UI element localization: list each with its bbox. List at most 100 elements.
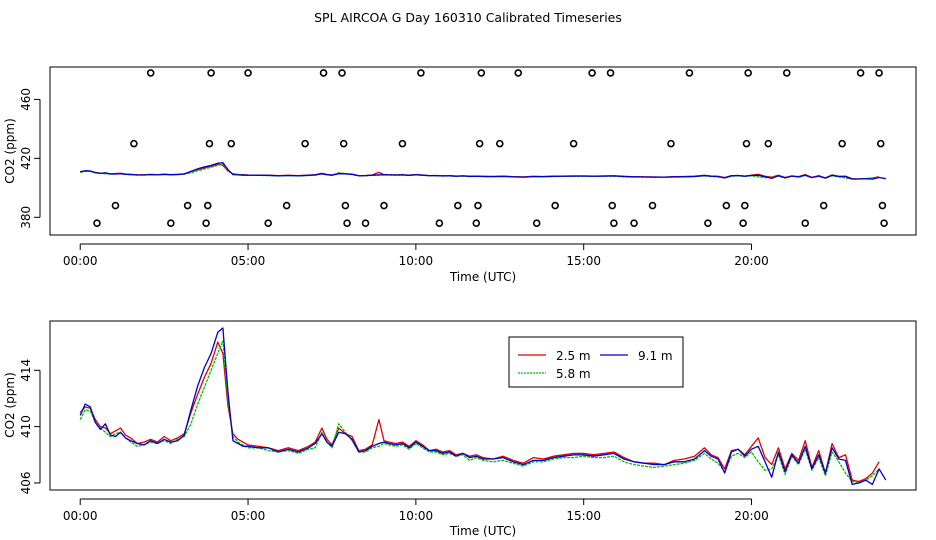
x-tick-label: 05:00 (231, 254, 266, 268)
legend-box (508, 336, 684, 388)
calibration-point (742, 139, 751, 148)
calibration-point (343, 219, 351, 228)
bottom-y-axis-label: CO2 (ppm) (3, 372, 17, 438)
calibration-point (227, 139, 236, 148)
calibration-point (667, 139, 675, 148)
calibration-point (264, 219, 272, 228)
calibration-point (569, 139, 578, 148)
calibration-point (532, 219, 541, 228)
calibration-point (704, 219, 712, 228)
calibration-point (875, 69, 883, 77)
x-tick-label: 00:00 (63, 254, 98, 268)
calibration-point (454, 201, 462, 210)
calibration-point (361, 219, 370, 228)
legend-label-5-8m: 5.8 m (556, 367, 591, 381)
calibration-point (764, 139, 773, 148)
top-x-axis-label: Time (UTC) (449, 270, 516, 284)
calibration-point (205, 139, 214, 148)
calibration-point (551, 201, 559, 210)
overview-series-9-1-m (80, 162, 886, 180)
calibration-point (146, 69, 155, 77)
y-tick-label: 414 (19, 359, 33, 382)
calibration-point (685, 69, 694, 77)
y-tick-label: 420 (19, 147, 33, 170)
calibration-point (380, 201, 388, 210)
calibration-point (606, 69, 615, 77)
x-tick-label: 20:00 (734, 254, 769, 268)
calibration-point (338, 69, 346, 77)
calibration-point (819, 201, 828, 210)
calibration-point (722, 201, 731, 210)
calibration-point (319, 69, 328, 77)
x-tick-label: 00:00 (63, 509, 98, 523)
calibration-point (398, 139, 407, 148)
calibration-point (282, 201, 291, 210)
bottom-plot-frame (49, 320, 917, 491)
calibration-point (435, 219, 444, 228)
y-tick-label: 460 (19, 88, 33, 111)
calibration-point (648, 201, 657, 210)
calibration-point (739, 219, 747, 228)
legend-label-9-1m: 9.1 m (638, 349, 673, 363)
calibration-point (838, 139, 846, 148)
top-plot-frame (49, 66, 917, 236)
x-tick-label: 05:00 (231, 509, 266, 523)
calibration-point (130, 139, 138, 148)
calibration-point (744, 69, 752, 77)
top-plot-marks (80, 69, 888, 228)
calibration-point (93, 219, 101, 228)
calibration-point (183, 201, 192, 210)
calibration-point (475, 139, 484, 148)
calibration-point (111, 201, 120, 210)
calibration-point (339, 139, 348, 148)
legend-label-2-5m: 2.5 m (556, 349, 591, 363)
calibration-point (801, 219, 810, 228)
bottom-x-axis-label: Time (UTC) (449, 524, 516, 538)
x-tick-label: 15:00 (566, 254, 601, 268)
x-tick-label: 10:00 (399, 509, 434, 523)
calibration-point (610, 219, 618, 228)
bottom-panel: 00:00 05:00 10:00 15:00 20:00 406 410 414 Time… (3, 320, 917, 538)
calibration-point (301, 139, 309, 148)
calibration-point (207, 69, 215, 77)
bottom-plot-marks (79, 327, 887, 486)
calibration-point (202, 219, 210, 228)
calibration-point (167, 219, 175, 228)
calibration-point (876, 139, 885, 148)
calibration-point (477, 69, 486, 77)
calibration-point (630, 219, 638, 228)
x-tick-label: 15:00 (566, 509, 601, 523)
calibration-point (203, 201, 212, 210)
calibration-point (472, 219, 481, 228)
bottom-y-axis: 406 410 414 (19, 359, 41, 495)
calibration-point (514, 69, 523, 77)
calibration-point (474, 201, 482, 210)
calibration-point (608, 201, 617, 210)
calibration-point (244, 69, 252, 77)
series-5-8-m (79, 340, 880, 484)
calibration-point (856, 69, 865, 77)
calibration-point (588, 69, 596, 77)
series-9-1-m (79, 327, 887, 486)
calibration-point (878, 201, 887, 210)
legend: 2.5 m 5.8 m 9.1 m (508, 336, 684, 388)
calibration-point (880, 219, 888, 228)
x-tick-label: 10:00 (399, 254, 434, 268)
y-tick-label: 380 (19, 206, 33, 229)
bottom-x-axis: 00:00 05:00 10:00 15:00 20:00 (63, 498, 769, 523)
calibration-point (417, 69, 425, 77)
calibration-point (782, 69, 791, 77)
calibration-point (341, 201, 350, 210)
calibration-point (495, 139, 504, 148)
x-tick-label: 20:00 (734, 509, 769, 523)
top-y-axis-label: CO2 (ppm) (3, 118, 17, 184)
series-2-5-m (79, 341, 880, 483)
top-y-axis: 380 420 460 (19, 88, 41, 229)
top-x-axis: 00:00 05:00 10:00 15:00 20:00 (63, 243, 769, 268)
y-tick-label: 410 (19, 415, 33, 438)
calibration-point (741, 201, 749, 210)
figure-title: SPL AIRCOA G Day 160310 Calibrated Times… (314, 10, 622, 25)
top-panel: 00:00 05:00 10:00 15:00 20:00 380 420 460 Time… (3, 66, 917, 284)
y-tick-label: 406 (19, 472, 33, 495)
